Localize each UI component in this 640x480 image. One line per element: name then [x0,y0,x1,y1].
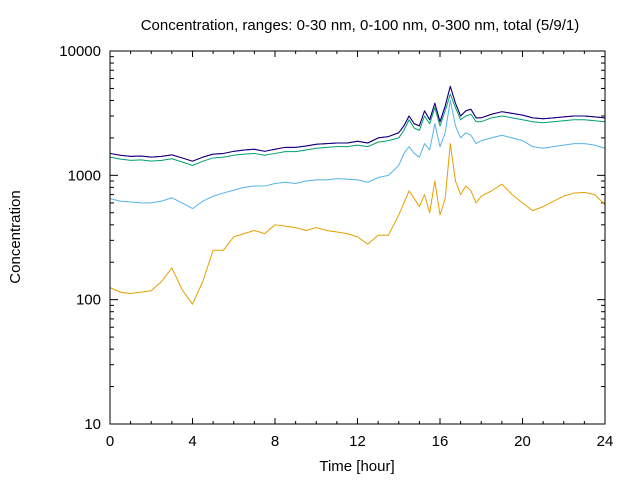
x-tick-label: 20 [514,433,531,450]
x-tick-label: 24 [597,433,614,450]
plot-frame [109,50,606,425]
series-line-4 [109,85,606,162]
y-tick-label: 100 [76,292,101,309]
series-line-1 [109,143,606,305]
series-line-5 [109,85,606,162]
chart-title: Concentration, ranges: 0-30 nm, 0-100 nm… [141,17,580,34]
x-tick-label: 16 [432,433,449,450]
ticks-layer: 0 4 8 12 16 20 24 10 100 1000 10000 [59,43,613,450]
y-axis-label: Concentration [7,190,24,283]
y-tick-label: 1000 [68,167,101,184]
x-tick-label: 0 [106,433,114,450]
y-tick-label: 10 [84,416,101,433]
series-layer [109,85,606,305]
x-tick-label: 4 [188,433,196,450]
x-tick-label: 8 [271,433,279,450]
series-line-3 [109,93,606,166]
x-tick-label: 12 [349,433,366,450]
series-line-2 [109,99,606,210]
y-tick-label: 10000 [59,43,101,60]
x-axis-label: Time [hour] [319,458,394,475]
